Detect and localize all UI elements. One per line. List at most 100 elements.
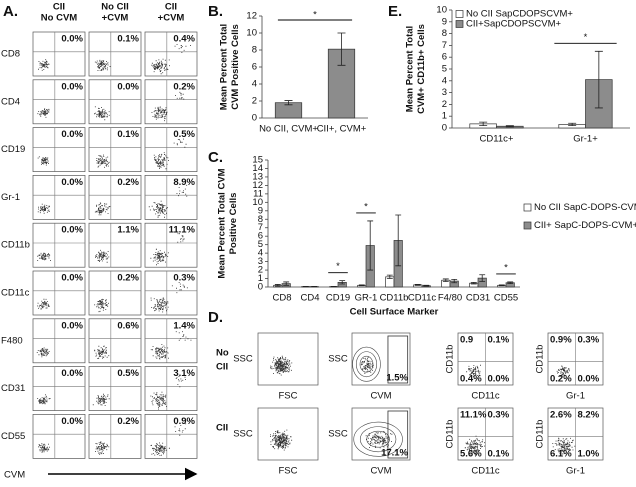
axis-label: SSC bbox=[233, 429, 253, 440]
y-tick-label: 10 bbox=[252, 197, 263, 208]
y-tick-label: 0 bbox=[258, 282, 263, 293]
y-tick-label: 8 bbox=[258, 214, 263, 225]
panel-label: E. bbox=[388, 3, 402, 20]
contour bbox=[359, 355, 374, 373]
event-dots bbox=[151, 58, 170, 75]
panel-label: B. bbox=[208, 3, 223, 20]
flow-plot bbox=[32, 79, 86, 125]
x-tick-label: Gr-1+ bbox=[573, 134, 598, 145]
y-axis-label: CVM Positive Cells bbox=[230, 24, 241, 110]
y-tick-label: 9 bbox=[258, 205, 263, 216]
x-tick-label: CD11b bbox=[380, 293, 409, 304]
error-bar bbox=[498, 284, 505, 287]
legend-label: CII+SapCDOPSCVM+ bbox=[466, 19, 561, 30]
significance-star: * bbox=[584, 32, 588, 43]
percent-label: 0.0% bbox=[61, 416, 83, 427]
y-axis-label: Mean Percent Total bbox=[405, 26, 416, 112]
x-tick-label: CD55 bbox=[494, 293, 518, 304]
event-dots bbox=[94, 202, 111, 216]
event-dots bbox=[37, 203, 50, 214]
percent-label: 0.0% bbox=[61, 177, 83, 188]
legend-label: No CII SapC-DOPS-CVM+ bbox=[534, 202, 636, 213]
column-header: No CII bbox=[101, 2, 128, 13]
event-dots bbox=[151, 106, 168, 122]
event-dots bbox=[36, 347, 50, 358]
column-header: CII bbox=[165, 2, 177, 13]
percent-label: 0.1% bbox=[117, 34, 139, 45]
event-dots bbox=[174, 423, 187, 436]
y-tick-label: 11 bbox=[253, 188, 263, 199]
axis-label: FSC bbox=[279, 466, 298, 477]
axis-label: CD11b bbox=[445, 345, 456, 374]
y-tick-label: 5 bbox=[258, 239, 263, 250]
y-axis-label: Positive Cells bbox=[228, 193, 239, 255]
error-bar bbox=[507, 281, 514, 285]
flow-plot bbox=[144, 318, 198, 364]
event-dots bbox=[37, 298, 50, 310]
event-dots bbox=[171, 282, 188, 294]
y-tick-label: 14 bbox=[252, 163, 263, 174]
percent-label: 0.2% bbox=[117, 416, 139, 427]
percent-label: 0.0% bbox=[117, 81, 139, 92]
error-bar bbox=[283, 281, 290, 286]
error-bar bbox=[442, 278, 449, 282]
percent-label: 0.2% bbox=[117, 273, 139, 284]
percent-label: 0.0% bbox=[61, 34, 83, 45]
error-bar bbox=[505, 125, 514, 128]
error-bar bbox=[479, 274, 486, 282]
legend-swatch bbox=[523, 221, 532, 230]
gate-percent: 17.1% bbox=[381, 448, 408, 459]
flow-plot bbox=[32, 31, 86, 77]
y-tick-label: 4 bbox=[252, 79, 257, 90]
quadrant-percent: 0.1% bbox=[488, 449, 510, 460]
axis-label: Gr-1 bbox=[566, 391, 585, 402]
percent-label: 0.0% bbox=[61, 273, 83, 284]
event-dots bbox=[552, 437, 576, 456]
event-dots bbox=[176, 184, 188, 197]
quadrant-percent: 0.3% bbox=[578, 335, 600, 346]
column-header: No CVM bbox=[41, 13, 78, 24]
error-bar bbox=[367, 220, 374, 271]
y-tick-label: 10 bbox=[436, 5, 447, 16]
percent-label: 1.4% bbox=[173, 320, 195, 331]
event-dots bbox=[150, 248, 169, 266]
flow-plot bbox=[257, 332, 319, 386]
error-bar bbox=[386, 274, 393, 279]
row-label: CD11c bbox=[1, 288, 30, 299]
x-tick-label: CD11c+ bbox=[480, 134, 514, 145]
y-tick-label: 2 bbox=[252, 96, 257, 107]
axis-label: FSC bbox=[279, 391, 298, 402]
panel-label: C. bbox=[208, 149, 223, 166]
row-label: F480 bbox=[1, 335, 23, 346]
percent-label: 0.2% bbox=[173, 81, 195, 92]
event-dots bbox=[175, 376, 186, 388]
event-dots bbox=[556, 365, 570, 377]
percent-label: 0.4% bbox=[173, 34, 195, 45]
event-dots bbox=[175, 331, 192, 341]
row-label: Gr-1 bbox=[1, 192, 20, 203]
event-dots bbox=[175, 91, 185, 100]
contour bbox=[366, 430, 390, 448]
legend-swatch bbox=[523, 203, 532, 212]
event-dots bbox=[38, 443, 50, 453]
flow-plot bbox=[144, 175, 198, 220]
y-tick-label: 10 bbox=[246, 28, 257, 39]
percent-label: 8.9% bbox=[173, 177, 195, 188]
quadrant-percent: 0.9 bbox=[460, 335, 473, 346]
y-tick-label: 15 bbox=[252, 155, 263, 166]
axis-label: CD11b bbox=[535, 420, 546, 449]
x-tick-label: No CII, CVM+ bbox=[259, 124, 318, 135]
axis-label: CD11c bbox=[471, 391, 500, 402]
quadrant-percent: 0.0% bbox=[488, 374, 510, 385]
gate bbox=[387, 335, 409, 384]
y-tick-label: 8 bbox=[252, 45, 257, 56]
row-label: CD31 bbox=[1, 383, 25, 394]
percent-label: 0.0% bbox=[61, 368, 83, 379]
column-header: +CVM bbox=[158, 13, 185, 24]
percent-label: 0.9% bbox=[173, 416, 195, 427]
y-axis-label: Mean Percent Total bbox=[219, 24, 230, 110]
error-bar bbox=[274, 284, 281, 287]
contour bbox=[352, 346, 381, 382]
quadrant-percent: 0.0% bbox=[578, 374, 600, 385]
